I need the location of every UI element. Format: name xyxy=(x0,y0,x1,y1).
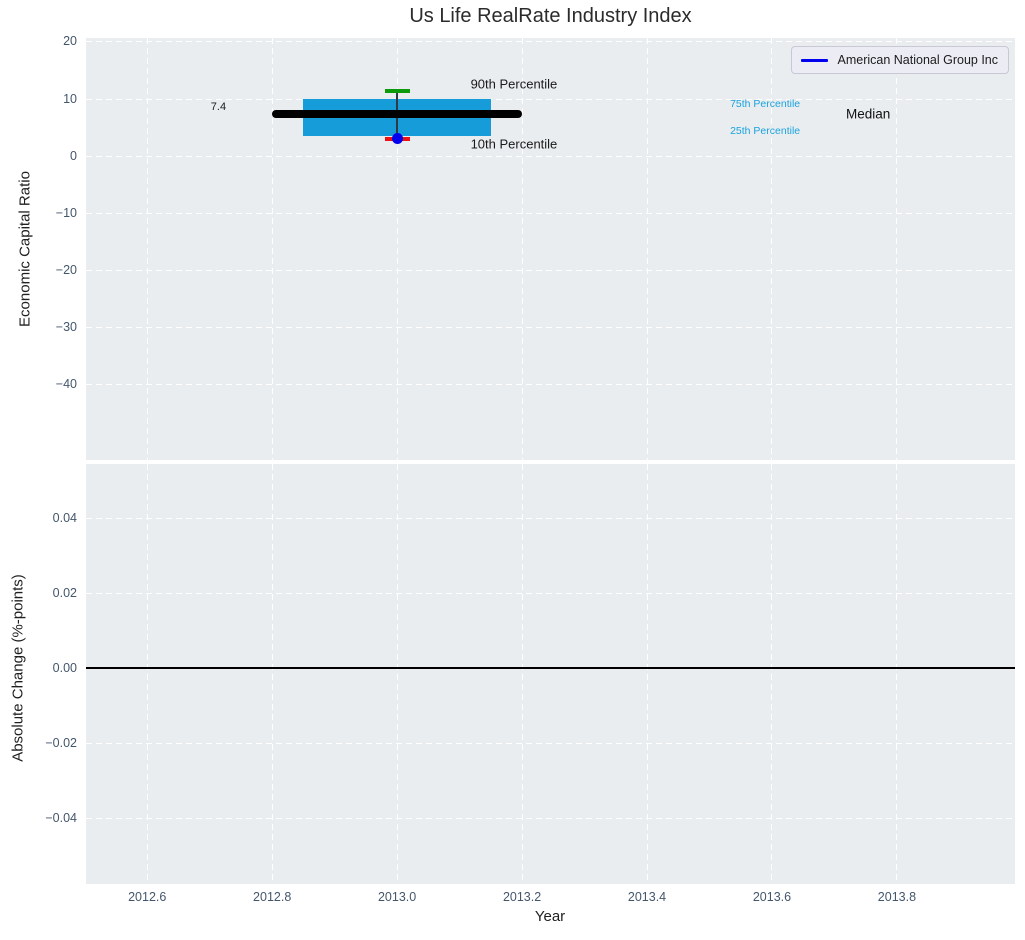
legend-entry-label: American National Group Inc xyxy=(837,53,999,67)
gridline-x xyxy=(521,38,523,460)
company-marker xyxy=(391,132,403,144)
gridline-y xyxy=(86,517,1015,519)
gridline-x xyxy=(646,38,648,460)
bottom-plot-area xyxy=(86,464,1015,884)
y-tick-label: 0 xyxy=(70,148,77,163)
y-tick-label: 0.04 xyxy=(52,510,77,525)
x-tick-label: 2013.0 xyxy=(377,890,417,904)
gridline-x xyxy=(146,464,148,884)
y-tick-label: 0.02 xyxy=(52,585,77,600)
gridline-y xyxy=(86,592,1015,594)
y-tick-label: 0.00 xyxy=(52,660,77,675)
gridline-x xyxy=(521,464,523,884)
top-plot-area xyxy=(86,38,1015,460)
y-tick-label: −40 xyxy=(55,376,77,391)
x-tick-label: 2013.4 xyxy=(627,890,667,904)
25th-percentile-label: 25th Percentile xyxy=(730,124,801,137)
gridline-y xyxy=(86,212,1015,214)
gridline-y xyxy=(86,41,1015,43)
median-line xyxy=(272,109,523,118)
gridline-x xyxy=(896,38,898,460)
y-tick-label: −30 xyxy=(55,319,77,334)
gridline-x xyxy=(271,38,273,460)
gridline-x xyxy=(146,38,148,460)
gridline-y xyxy=(86,383,1015,385)
gridline-x xyxy=(896,464,898,884)
y-tick-label: −20 xyxy=(55,262,77,277)
x-tick-label: 2013.6 xyxy=(752,890,792,904)
gridline-y xyxy=(86,98,1015,100)
y-axis-title-top: Economic Capital Ratio xyxy=(16,171,34,327)
zero-line xyxy=(86,667,1015,669)
gridline-x xyxy=(271,464,273,884)
y-tick-label: −10 xyxy=(55,205,77,220)
gridline-x xyxy=(396,38,398,460)
gridline-x xyxy=(771,38,773,460)
gridline-y xyxy=(86,817,1015,819)
gridline-x xyxy=(771,464,773,884)
10th-percentile-label: 10th Percentile xyxy=(470,136,558,152)
legend: American National Group Inc xyxy=(790,46,1009,74)
p90-cap xyxy=(384,89,410,93)
y-tick-label: 20 xyxy=(63,34,77,49)
chart-title: Us Life RealRate Industry Index xyxy=(409,5,692,27)
gridline-y xyxy=(86,269,1015,271)
gridline-y xyxy=(86,155,1015,157)
y-tick-label: −0.02 xyxy=(45,735,77,750)
gridline-x xyxy=(396,464,398,884)
x-tick-label: 2012.6 xyxy=(128,890,167,904)
gridline-y xyxy=(86,742,1015,744)
90th-percentile-label: 90th Percentile xyxy=(470,76,558,92)
gridline-y xyxy=(86,326,1015,328)
y-axis-title-bottom: Absolute Change (%-points) xyxy=(9,574,27,762)
y-tick-label: 10 xyxy=(63,91,77,106)
legend-line-sample xyxy=(800,58,828,62)
x-axis-title: Year xyxy=(534,908,566,925)
y-tick-label: −0.04 xyxy=(45,810,77,825)
7-4-label: 7.4 xyxy=(210,101,227,113)
x-tick-label: 2012.8 xyxy=(253,890,292,904)
x-tick-label: 2013.2 xyxy=(502,890,542,904)
75th-percentile-label: 75th Percentile xyxy=(730,97,801,110)
gridline-x xyxy=(646,464,648,884)
median-label: Median xyxy=(846,106,891,122)
x-tick-label: 2013.8 xyxy=(877,890,917,904)
